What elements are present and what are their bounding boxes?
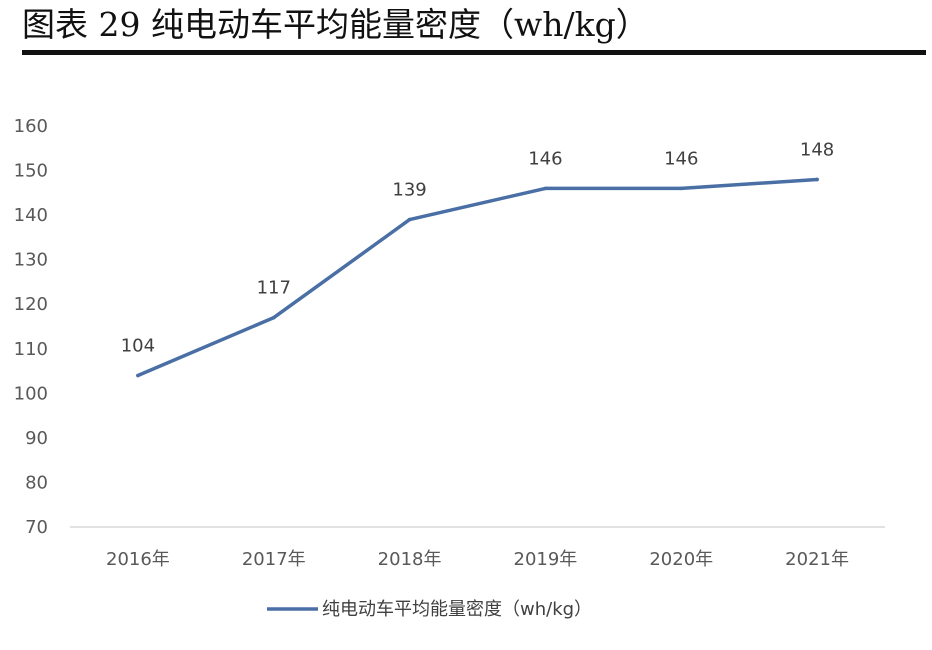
figure-title: 图表 29 纯电动车平均能量密度（wh/kg） — [22, 5, 649, 44]
x-tick-label: 2018年 — [378, 549, 442, 570]
x-tick-label: 2021年 — [785, 549, 849, 570]
data-label: 146 — [528, 148, 562, 169]
y-tick-label: 110 — [14, 339, 48, 360]
data-points — [136, 177, 819, 378]
title-rule — [22, 50, 926, 55]
legend-label: 纯电动车平均能量密度（wh/kg） — [322, 599, 592, 620]
y-tick-label: 160 — [14, 116, 48, 137]
y-tick-label: 70 — [25, 517, 48, 538]
y-tick-label: 100 — [14, 383, 48, 404]
series-line — [136, 177, 819, 378]
legend: 纯电动车平均能量密度（wh/kg） — [267, 599, 592, 620]
data-point — [543, 186, 548, 191]
data-point — [815, 177, 819, 182]
x-tick-label: 2016年 — [106, 549, 170, 570]
y-tick-label: 120 — [14, 294, 48, 315]
data-label: 104 — [121, 336, 155, 357]
data-labels: 104 117 139 146 146 148 — [121, 139, 835, 356]
y-tick-label: 90 — [25, 428, 48, 449]
data-label: 146 — [664, 148, 698, 169]
x-tick-label: 2017年 — [242, 549, 306, 570]
y-tick-label: 80 — [25, 472, 48, 493]
y-tick-label: 140 — [14, 205, 48, 226]
data-label: 139 — [392, 180, 426, 201]
x-tick-label: 2020年 — [649, 549, 713, 570]
data-point — [679, 186, 684, 191]
y-tick-label: 150 — [14, 161, 48, 182]
x-axis-ticks: 2016年 2017年 2018年 2019年 2020年 2021年 — [106, 549, 849, 570]
data-point — [136, 373, 140, 378]
data-point — [407, 217, 412, 222]
y-axis-ticks: 70 80 90 100 110 120 130 140 150 160 — [14, 116, 48, 538]
y-tick-label: 130 — [14, 250, 48, 271]
data-label: 117 — [257, 278, 291, 299]
data-label: 148 — [800, 139, 834, 160]
x-tick-label: 2019年 — [514, 549, 578, 570]
data-point — [271, 315, 276, 320]
